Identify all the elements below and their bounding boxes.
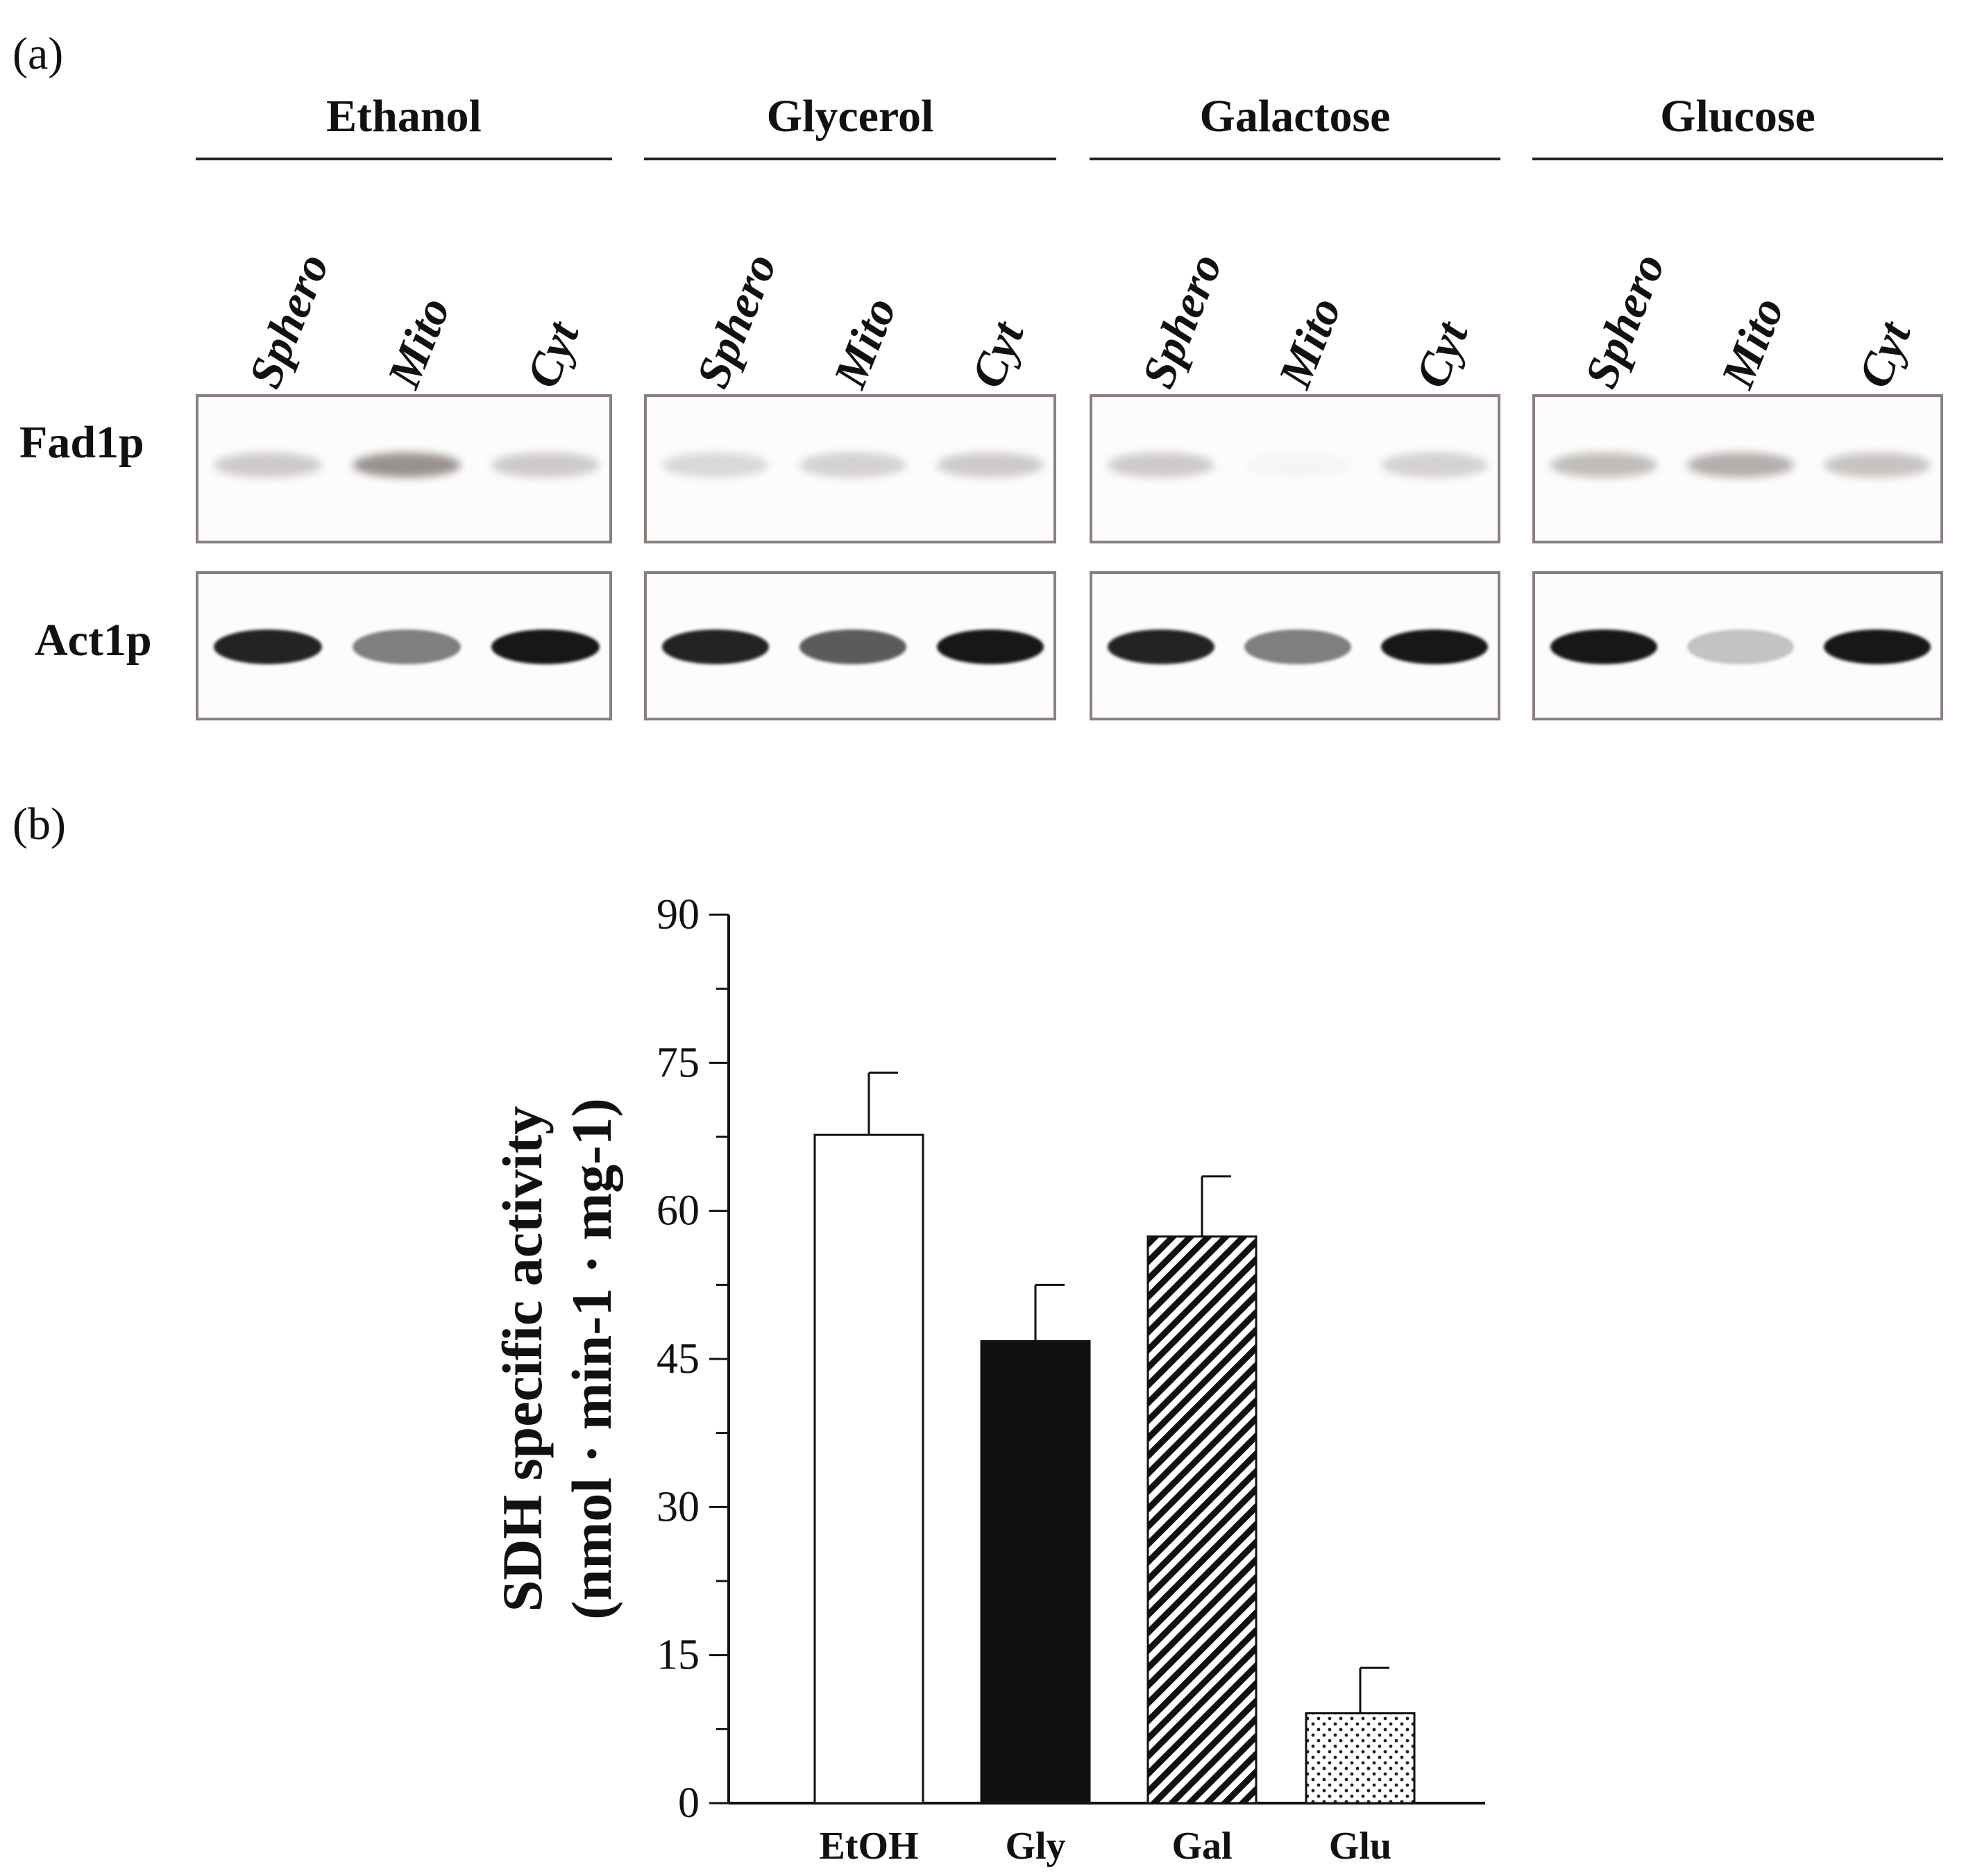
y-tick-label: 30 xyxy=(657,1483,700,1530)
panel-a-label: (a) xyxy=(12,28,64,79)
x-category-label: Gly xyxy=(1005,1825,1065,1868)
band-act1p xyxy=(1824,629,1931,664)
lane-label: Mito xyxy=(1267,289,1351,395)
condition-underline xyxy=(1090,158,1500,160)
band-act1p xyxy=(491,629,600,664)
blot-act1p xyxy=(1090,571,1500,720)
y-tick-label: 0 xyxy=(678,1780,700,1827)
band-fad1p xyxy=(1244,453,1351,478)
bar-glu xyxy=(1305,1712,1416,1805)
bar-gly xyxy=(980,1340,1091,1805)
band-act1p xyxy=(1687,629,1794,664)
blot-act1p xyxy=(196,571,612,720)
band-act1p xyxy=(1244,629,1351,664)
lane-label: Sphero xyxy=(685,246,787,395)
y-tick-label: 15 xyxy=(657,1632,700,1679)
band-fad1p xyxy=(1107,453,1214,478)
band-fad1p xyxy=(1381,453,1489,478)
blot-fad1p xyxy=(644,394,1056,543)
band-fad1p xyxy=(936,453,1044,478)
blot-fad1p xyxy=(1090,394,1500,543)
lane-label: Mito xyxy=(1710,289,1794,395)
y-tick-label: 45 xyxy=(657,1335,700,1383)
blot-fad1p xyxy=(1532,394,1943,543)
row-label-fad1p: Fad1p xyxy=(19,417,144,468)
blot-fad1p xyxy=(196,394,612,543)
band-fad1p xyxy=(799,453,907,478)
lane-label: Cyt xyxy=(960,314,1034,395)
band-fad1p xyxy=(214,453,322,478)
band-act1p xyxy=(214,629,322,664)
condition-title: Ethanol xyxy=(326,91,482,142)
y-tick-label: 60 xyxy=(657,1188,700,1235)
lane-label: Mito xyxy=(376,289,460,395)
band-fad1p xyxy=(1687,453,1794,478)
lane-label: Cyt xyxy=(1847,314,1922,395)
y-axis-label-units: (nmol · min-1 · mg-1) xyxy=(560,1098,623,1620)
band-fad1p xyxy=(1550,453,1657,478)
bar-gal xyxy=(1146,1235,1258,1805)
lane-label: Sphero xyxy=(237,246,339,395)
condition-underline xyxy=(644,158,1056,160)
condition-underline xyxy=(196,158,612,160)
x-category-label: EtOH xyxy=(819,1825,918,1868)
band-act1p xyxy=(661,629,770,664)
panel-b-label: (b) xyxy=(12,799,66,850)
row-label-act1p: Act1p xyxy=(35,615,152,666)
lane-label: Mito xyxy=(822,289,906,395)
lane-label: Sphero xyxy=(1131,246,1233,395)
y-tick-label: 90 xyxy=(657,891,700,938)
lane-label: Sphero xyxy=(1573,246,1675,395)
x-category-label: Glu xyxy=(1329,1825,1391,1868)
band-act1p xyxy=(1107,629,1214,664)
blot-act1p xyxy=(1532,571,1943,720)
condition-title: Glycerol xyxy=(766,91,934,142)
bar-etoh xyxy=(813,1133,924,1805)
band-act1p xyxy=(353,629,461,664)
band-act1p xyxy=(799,629,907,664)
band-fad1p xyxy=(353,453,461,478)
y-axis-label: SDH specific activity xyxy=(491,1106,554,1612)
sdh-activity-bar-chart: 0 15 30 45 60 75 90 SDH specific activity (nmol … xyxy=(491,891,1485,1868)
lane-label: Cyt xyxy=(515,314,589,395)
band-act1p xyxy=(936,629,1044,664)
band-fad1p xyxy=(491,453,600,478)
lane-label: Cyt xyxy=(1405,314,1479,395)
y-tick-label: 75 xyxy=(657,1039,700,1086)
condition-title: Glucose xyxy=(1660,91,1815,142)
band-act1p xyxy=(1381,629,1489,664)
blot-act1p xyxy=(644,571,1056,720)
condition-title: Galactose xyxy=(1199,91,1391,142)
condition-underline xyxy=(1532,158,1943,160)
band-act1p xyxy=(1550,629,1657,664)
band-fad1p xyxy=(1824,453,1931,478)
x-category-label: Gal xyxy=(1171,1825,1232,1868)
band-fad1p xyxy=(661,453,770,478)
